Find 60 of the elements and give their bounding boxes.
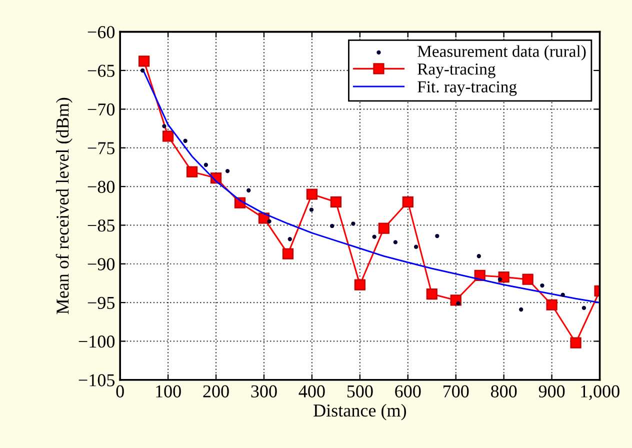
y-tick-label: −105 — [78, 374, 115, 386]
point — [402, 196, 414, 208]
point — [306, 188, 318, 200]
x-tick-label: 700 — [444, 385, 469, 398]
point — [498, 277, 502, 282]
y-tick-label: −70 — [88, 103, 115, 116]
point — [582, 306, 586, 310]
y-axis-title: Mean of received level (dBm) — [56, 98, 72, 314]
point — [246, 188, 251, 192]
point — [186, 166, 198, 178]
point — [204, 162, 208, 167]
x-tick-label: 1,000 — [581, 385, 620, 400]
x-tick-label: 800 — [490, 385, 517, 398]
x-tick-label: 300 — [251, 385, 277, 398]
y-tick-label: −75 — [88, 142, 115, 154]
point — [354, 279, 366, 290]
point — [330, 196, 342, 208]
point — [522, 274, 534, 285]
legend-label: Fit. ray-tracing — [418, 81, 517, 96]
y-tick-label: −90 — [88, 258, 115, 270]
point — [162, 130, 174, 142]
x-tick-label: 400 — [298, 385, 325, 398]
point — [140, 68, 145, 73]
x-tick-label: 200 — [203, 385, 229, 398]
point — [282, 248, 294, 260]
point — [309, 208, 314, 212]
y-tick-label: −80 — [88, 180, 115, 193]
point — [162, 124, 166, 128]
x-tick-label: 100 — [156, 385, 181, 398]
point — [519, 307, 524, 312]
point — [570, 337, 582, 348]
x-tick-label: 500 — [347, 385, 373, 398]
point — [351, 222, 356, 226]
x-tick-label: 900 — [538, 385, 565, 398]
point — [414, 244, 418, 249]
point — [435, 234, 440, 238]
point — [330, 224, 334, 228]
x-tick-label: 600 — [395, 385, 421, 398]
point — [372, 234, 376, 239]
point — [378, 222, 390, 234]
point — [476, 254, 481, 258]
point — [546, 299, 558, 310]
x-tick-label: 0 — [116, 385, 124, 398]
point — [267, 219, 272, 224]
point — [560, 292, 565, 297]
point — [426, 288, 438, 300]
point — [183, 138, 188, 143]
point — [138, 56, 150, 67]
legend-label: Measurement data (rural) — [418, 45, 586, 60]
y-tick-label: −85 — [88, 219, 115, 232]
point — [225, 168, 230, 174]
point — [288, 237, 292, 242]
y-tick-label: −100 — [78, 335, 115, 348]
point — [540, 283, 544, 288]
y-tick-label: −65 — [88, 64, 115, 77]
y-tick-label: −60 — [88, 26, 115, 38]
x-axis-title: Distance (m) — [314, 404, 406, 420]
legend-label: Ray-tracing — [418, 63, 496, 78]
point — [393, 240, 398, 244]
y-tick-label: −95 — [88, 296, 115, 309]
